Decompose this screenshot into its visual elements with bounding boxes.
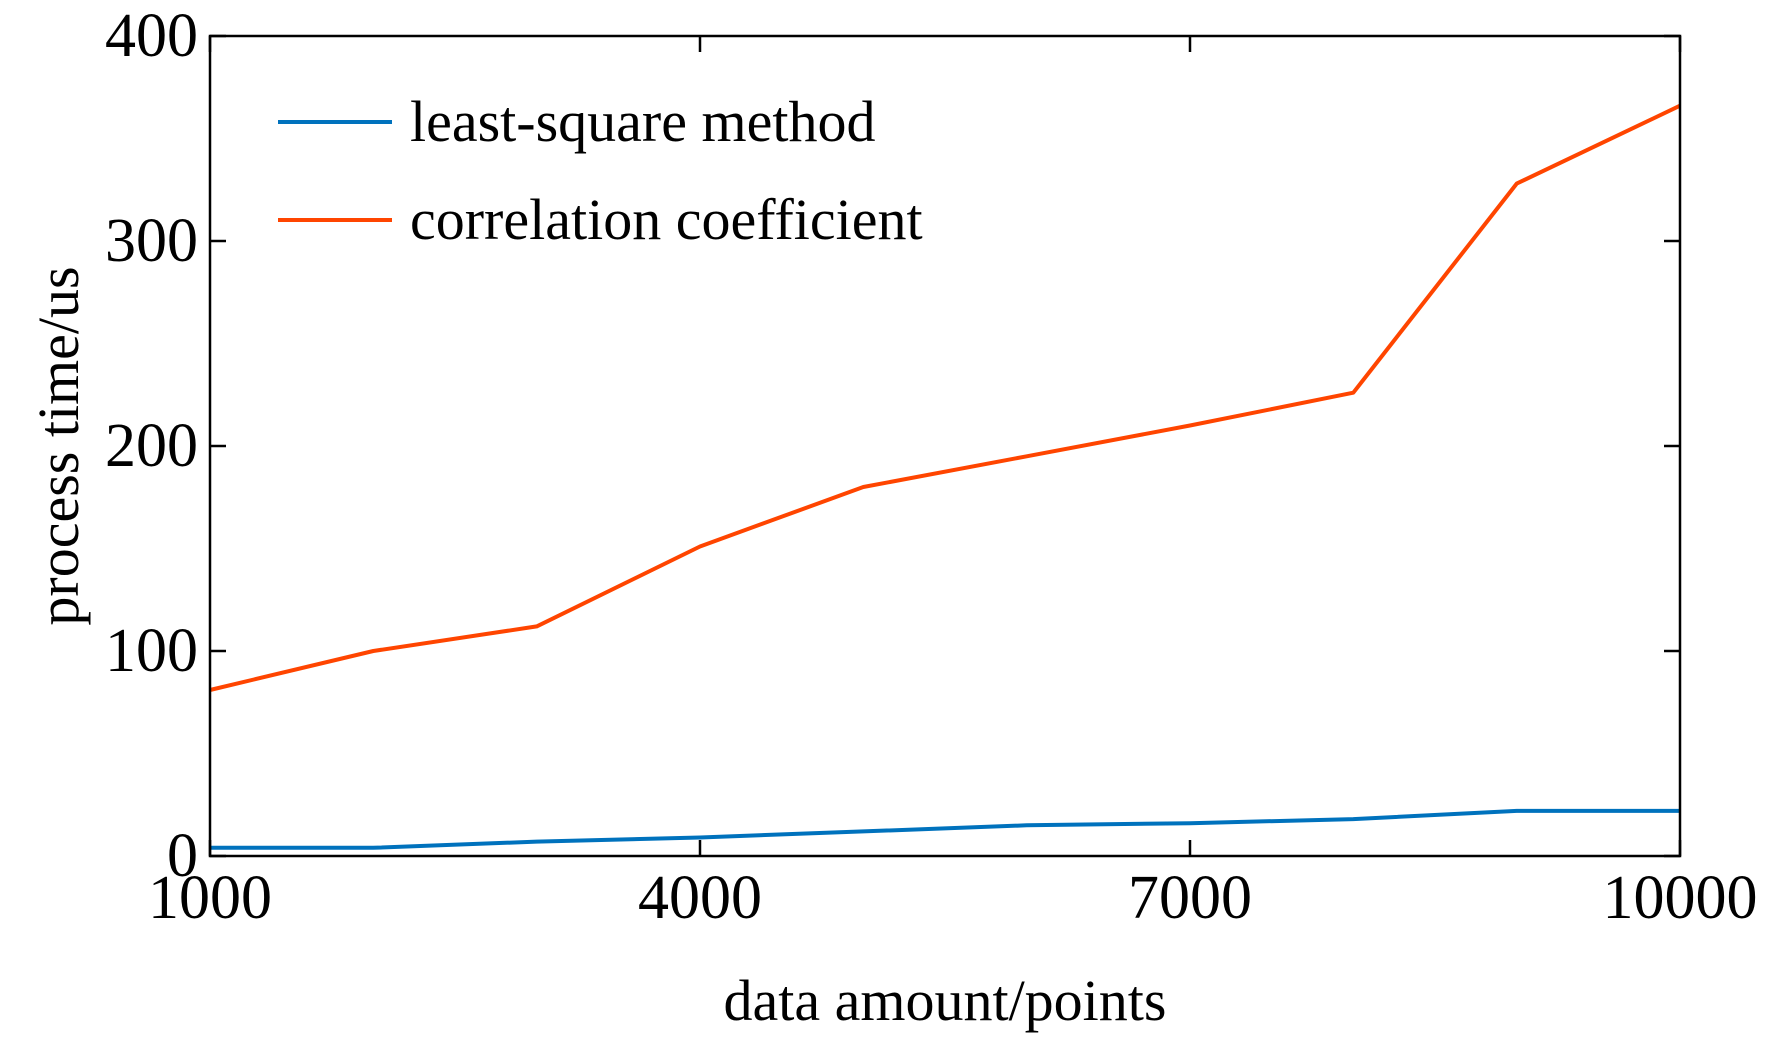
series-line-least-square-method: [210, 808, 1680, 850]
y-tick-label: 200: [105, 412, 198, 480]
x-tick-label: 4000: [638, 864, 762, 932]
y-tick-label: 100: [105, 617, 198, 685]
x-tick-label: 7000: [1128, 864, 1252, 932]
x-tick-label: 10000: [1603, 864, 1758, 932]
y-tick-label: 0: [167, 822, 198, 890]
legend-label-least-square-method: least-square method: [410, 89, 875, 154]
plot-frame: [208, 34, 1682, 858]
x-tick-label: 1000: [148, 864, 272, 932]
legend-label-correlation-coefficient: correlation coefficient: [410, 187, 923, 252]
legend: least-square method correlation coefficie…: [278, 89, 923, 252]
y-axis-label: process time/us: [26, 266, 91, 625]
ticks-layer: 1000 4000 7000 10000 0 100 200 300 400: [105, 2, 1758, 932]
series-line-correlation-coefficient: [209, 103, 1681, 692]
x-axis-label: data amount/points: [724, 968, 1167, 1033]
series-layer: [209, 103, 1681, 850]
y-tick-label: 300: [105, 207, 198, 275]
y-tick-label: 400: [105, 2, 198, 70]
